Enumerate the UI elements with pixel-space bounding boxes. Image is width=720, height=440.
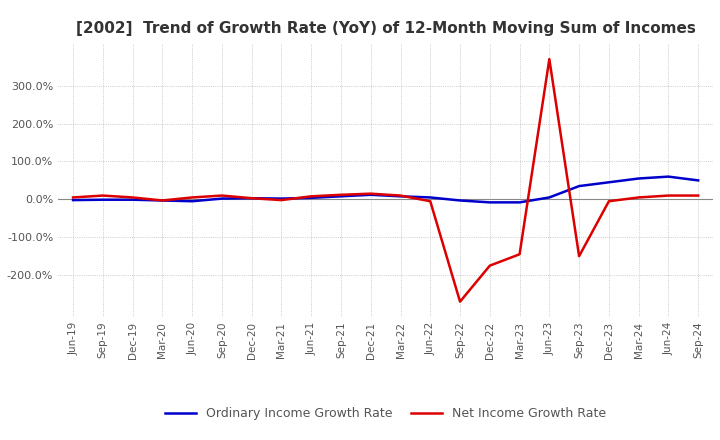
Net Income Growth Rate: [575, 253, 583, 259]
Line: Ordinary Income Growth Rate: Ordinary Income Growth Rate: [73, 176, 698, 202]
Net Income Growth Rate: [605, 198, 613, 204]
Net Income Growth Rate: [248, 195, 256, 201]
Ordinary Income Growth Rate: [426, 195, 435, 200]
Ordinary Income Growth Rate: [664, 174, 672, 179]
Ordinary Income Growth Rate: [456, 198, 464, 203]
Ordinary Income Growth Rate: [99, 197, 107, 202]
Net Income Growth Rate: [128, 195, 137, 200]
Net Income Growth Rate: [277, 198, 286, 203]
Net Income Growth Rate: [545, 56, 554, 62]
Legend: Ordinary Income Growth Rate, Net Income Growth Rate: Ordinary Income Growth Rate, Net Income …: [160, 402, 611, 425]
Net Income Growth Rate: [307, 194, 315, 199]
Ordinary Income Growth Rate: [188, 198, 197, 204]
Ordinary Income Growth Rate: [158, 198, 167, 203]
Ordinary Income Growth Rate: [634, 176, 643, 181]
Ordinary Income Growth Rate: [396, 194, 405, 199]
Net Income Growth Rate: [366, 191, 375, 196]
Net Income Growth Rate: [217, 193, 226, 198]
Net Income Growth Rate: [68, 195, 77, 200]
Ordinary Income Growth Rate: [128, 197, 137, 202]
Ordinary Income Growth Rate: [545, 195, 554, 200]
Ordinary Income Growth Rate: [605, 180, 613, 185]
Ordinary Income Growth Rate: [694, 178, 703, 183]
Ordinary Income Growth Rate: [277, 196, 286, 201]
Ordinary Income Growth Rate: [575, 183, 583, 189]
Net Income Growth Rate: [99, 193, 107, 198]
Net Income Growth Rate: [664, 193, 672, 198]
Net Income Growth Rate: [188, 195, 197, 200]
Ordinary Income Growth Rate: [485, 200, 494, 205]
Ordinary Income Growth Rate: [217, 196, 226, 201]
Net Income Growth Rate: [634, 195, 643, 200]
Net Income Growth Rate: [456, 299, 464, 304]
Line: Net Income Growth Rate: Net Income Growth Rate: [73, 59, 698, 302]
Title: [2002]  Trend of Growth Rate (YoY) of 12-Month Moving Sum of Incomes: [2002] Trend of Growth Rate (YoY) of 12-…: [76, 21, 696, 36]
Net Income Growth Rate: [158, 198, 167, 203]
Ordinary Income Growth Rate: [516, 200, 524, 205]
Net Income Growth Rate: [516, 252, 524, 257]
Ordinary Income Growth Rate: [337, 194, 346, 199]
Ordinary Income Growth Rate: [366, 192, 375, 198]
Net Income Growth Rate: [694, 193, 703, 198]
Net Income Growth Rate: [396, 193, 405, 198]
Ordinary Income Growth Rate: [68, 198, 77, 203]
Net Income Growth Rate: [485, 263, 494, 268]
Net Income Growth Rate: [426, 198, 435, 204]
Net Income Growth Rate: [337, 192, 346, 198]
Ordinary Income Growth Rate: [248, 195, 256, 201]
Ordinary Income Growth Rate: [307, 195, 315, 201]
